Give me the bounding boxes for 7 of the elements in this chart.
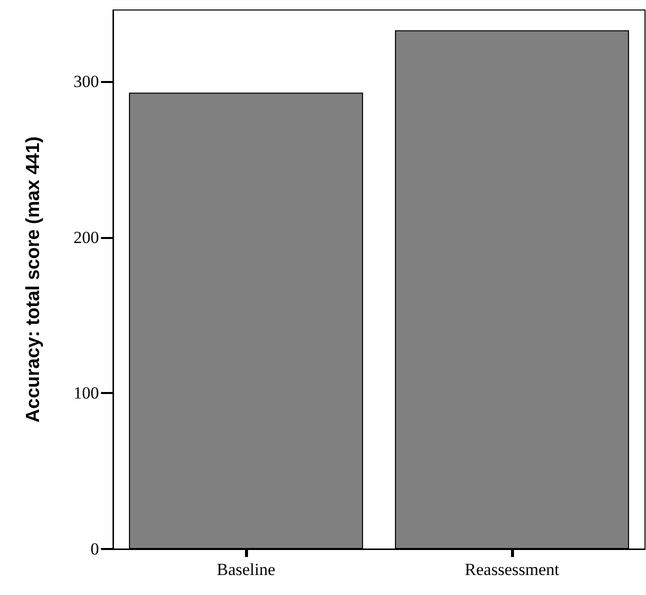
y-axis-title: Accuracy: total score (max 441) (23, 136, 44, 423)
y-tick-label: 100 (74, 384, 99, 403)
y-tick-label: 200 (74, 228, 99, 247)
y-tick-label: 0 (90, 540, 99, 558)
x-tick-label: Reassessment (464, 560, 560, 579)
y-tick-label: 300 (74, 72, 99, 92)
x-tick-label: Baseline (216, 560, 276, 579)
